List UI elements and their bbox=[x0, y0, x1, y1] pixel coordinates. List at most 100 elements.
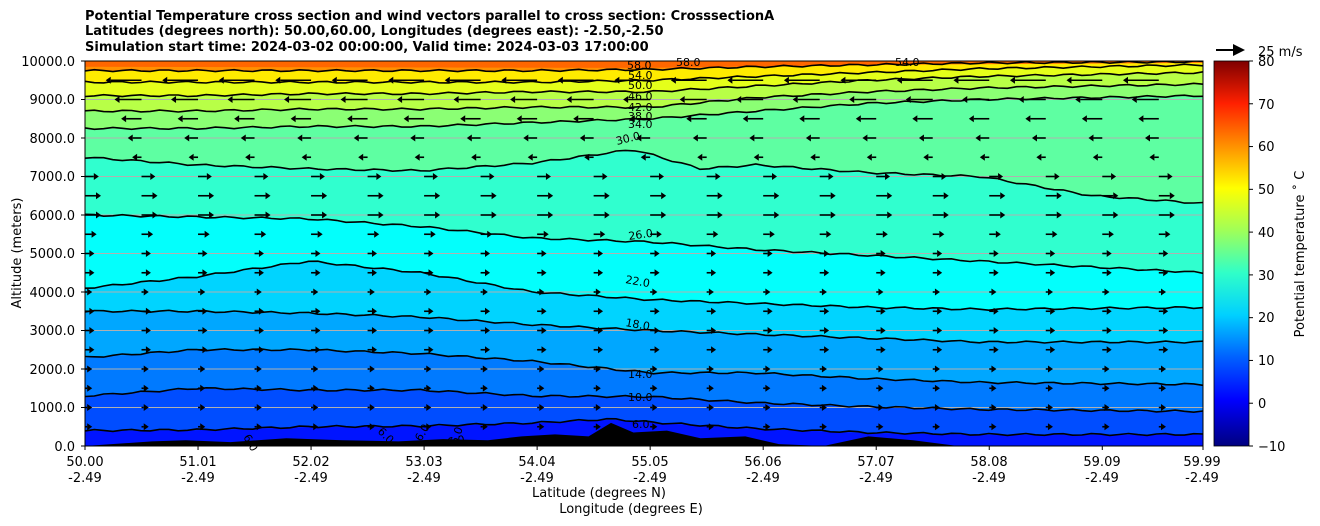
wind-vector-head bbox=[1163, 250, 1169, 257]
wind-vector-head bbox=[1000, 192, 1006, 200]
wind-vector-head bbox=[200, 384, 206, 392]
x-axis-label-longitude: Longitude (degrees E) bbox=[559, 502, 703, 517]
wind-vector-head bbox=[937, 269, 943, 277]
wind-vector-head bbox=[1111, 173, 1117, 180]
wind-vector-head bbox=[830, 192, 836, 200]
wind-vector-head bbox=[150, 173, 156, 180]
wind-vector-head bbox=[765, 384, 771, 392]
wind-vector-head bbox=[121, 115, 127, 123]
wind-vector-head bbox=[430, 230, 436, 238]
x-tick-lat: 56.06 bbox=[744, 455, 781, 470]
wind-vector-head bbox=[1054, 173, 1060, 180]
wind-vector-head bbox=[595, 404, 601, 411]
x-tick-lon: -2.49 bbox=[746, 471, 780, 486]
y-tick-label: 4000.0 bbox=[30, 286, 76, 301]
wind-vector-head bbox=[598, 250, 604, 257]
wind-vector-head bbox=[862, 134, 868, 142]
wind-vector-head bbox=[76, 154, 81, 161]
wind-vector-head bbox=[96, 192, 101, 200]
wind-vector-head bbox=[258, 250, 264, 257]
wind-vector-head bbox=[771, 173, 777, 180]
contour-line-34 bbox=[85, 94, 1203, 131]
wind-vector-head bbox=[896, 76, 902, 84]
wind-vector-head bbox=[527, 153, 533, 161]
wind-vector-head bbox=[557, 76, 563, 84]
wind-vector-head bbox=[428, 250, 434, 257]
wind-vector-head bbox=[991, 288, 997, 296]
wind-vector-head bbox=[654, 327, 660, 334]
wind-vector-head bbox=[995, 230, 1001, 238]
wind-vector-head bbox=[539, 404, 545, 411]
wind-vector-head bbox=[145, 346, 151, 354]
wind-vector-head bbox=[145, 269, 151, 277]
wind-vector-head bbox=[145, 307, 151, 315]
wind-vector-head bbox=[1104, 365, 1110, 373]
wind-vector-head bbox=[708, 423, 714, 431]
wind-vector-head bbox=[1050, 327, 1056, 334]
contour-line-38 bbox=[85, 82, 1203, 113]
wind-vector-head bbox=[821, 423, 827, 431]
wind-vector-head bbox=[265, 192, 271, 200]
wind-vector-head bbox=[313, 384, 319, 392]
wind-vector-head bbox=[256, 404, 262, 411]
wind-vector-head bbox=[65, 115, 70, 122]
contour-line-10 bbox=[85, 386, 1203, 414]
wind-vector-head bbox=[658, 173, 664, 180]
contour-label: 22.0 bbox=[624, 273, 650, 290]
wind-vector-head bbox=[1047, 365, 1053, 373]
wind-vector-head bbox=[162, 76, 168, 84]
wind-vector-head bbox=[485, 250, 491, 257]
wind-vector-head bbox=[426, 288, 432, 296]
wind-vector-head bbox=[1104, 384, 1110, 392]
wind-vector-head bbox=[89, 307, 95, 315]
wind-vector-head bbox=[202, 307, 208, 315]
wind-vector-head bbox=[331, 76, 337, 84]
colorbar-tick-label: 80 bbox=[1258, 55, 1275, 70]
wind-vector-head bbox=[315, 307, 321, 315]
wind-vector-head bbox=[941, 173, 947, 180]
wind-vector-head bbox=[880, 307, 886, 315]
wind-vector-head bbox=[397, 96, 403, 103]
wind-vector-head bbox=[991, 404, 997, 411]
wind-vector-head bbox=[87, 288, 93, 296]
wind-vector-head bbox=[548, 211, 554, 219]
wind-vector-head bbox=[1047, 288, 1053, 296]
wind-vector-head bbox=[953, 76, 959, 84]
wind-vector-head bbox=[1131, 96, 1137, 103]
wind-vector-head bbox=[489, 173, 495, 180]
y-tick-label: 10000.0 bbox=[21, 55, 75, 70]
wind-vector-head bbox=[428, 307, 434, 315]
wind-vector-head bbox=[127, 134, 133, 142]
wind-vector-head bbox=[444, 76, 450, 84]
contour-label: 38.0 bbox=[628, 110, 653, 123]
wind-vector-head bbox=[623, 96, 629, 103]
wind-vector-head bbox=[878, 404, 884, 411]
wind-vector-head bbox=[821, 365, 827, 373]
wind-vector-head bbox=[466, 134, 472, 142]
wind-vector-head bbox=[87, 423, 93, 431]
wind-vector-head bbox=[1047, 423, 1053, 431]
wind-vector-head bbox=[1104, 423, 1110, 431]
wind-vector-head bbox=[1066, 76, 1072, 84]
wind-vector-head bbox=[654, 269, 660, 277]
x-tick-lon: -2.49 bbox=[294, 471, 328, 486]
wind-vector-head bbox=[887, 192, 893, 200]
contour-label: 34.0 bbox=[628, 118, 653, 131]
wind-vector-head bbox=[1160, 288, 1166, 296]
wind-vector-head bbox=[204, 230, 210, 238]
wind-vector-head bbox=[1056, 192, 1062, 200]
wind-vector-head bbox=[767, 346, 773, 354]
wind-vector-head bbox=[152, 211, 158, 219]
contour-label: 26.0 bbox=[628, 227, 654, 243]
wind-vector-head bbox=[774, 192, 780, 200]
wind-vector-head bbox=[824, 346, 830, 354]
wind-vector-head bbox=[654, 250, 660, 257]
wind-vector-head bbox=[378, 211, 384, 219]
contour-line-22 bbox=[85, 260, 1203, 312]
wind-vector-head bbox=[256, 365, 262, 373]
wind-vector-head bbox=[315, 327, 321, 334]
wind-vector-head bbox=[87, 384, 93, 392]
wind-vector-head bbox=[301, 153, 307, 161]
wind-vector-head bbox=[805, 134, 811, 142]
wind-vector-head bbox=[934, 384, 940, 392]
